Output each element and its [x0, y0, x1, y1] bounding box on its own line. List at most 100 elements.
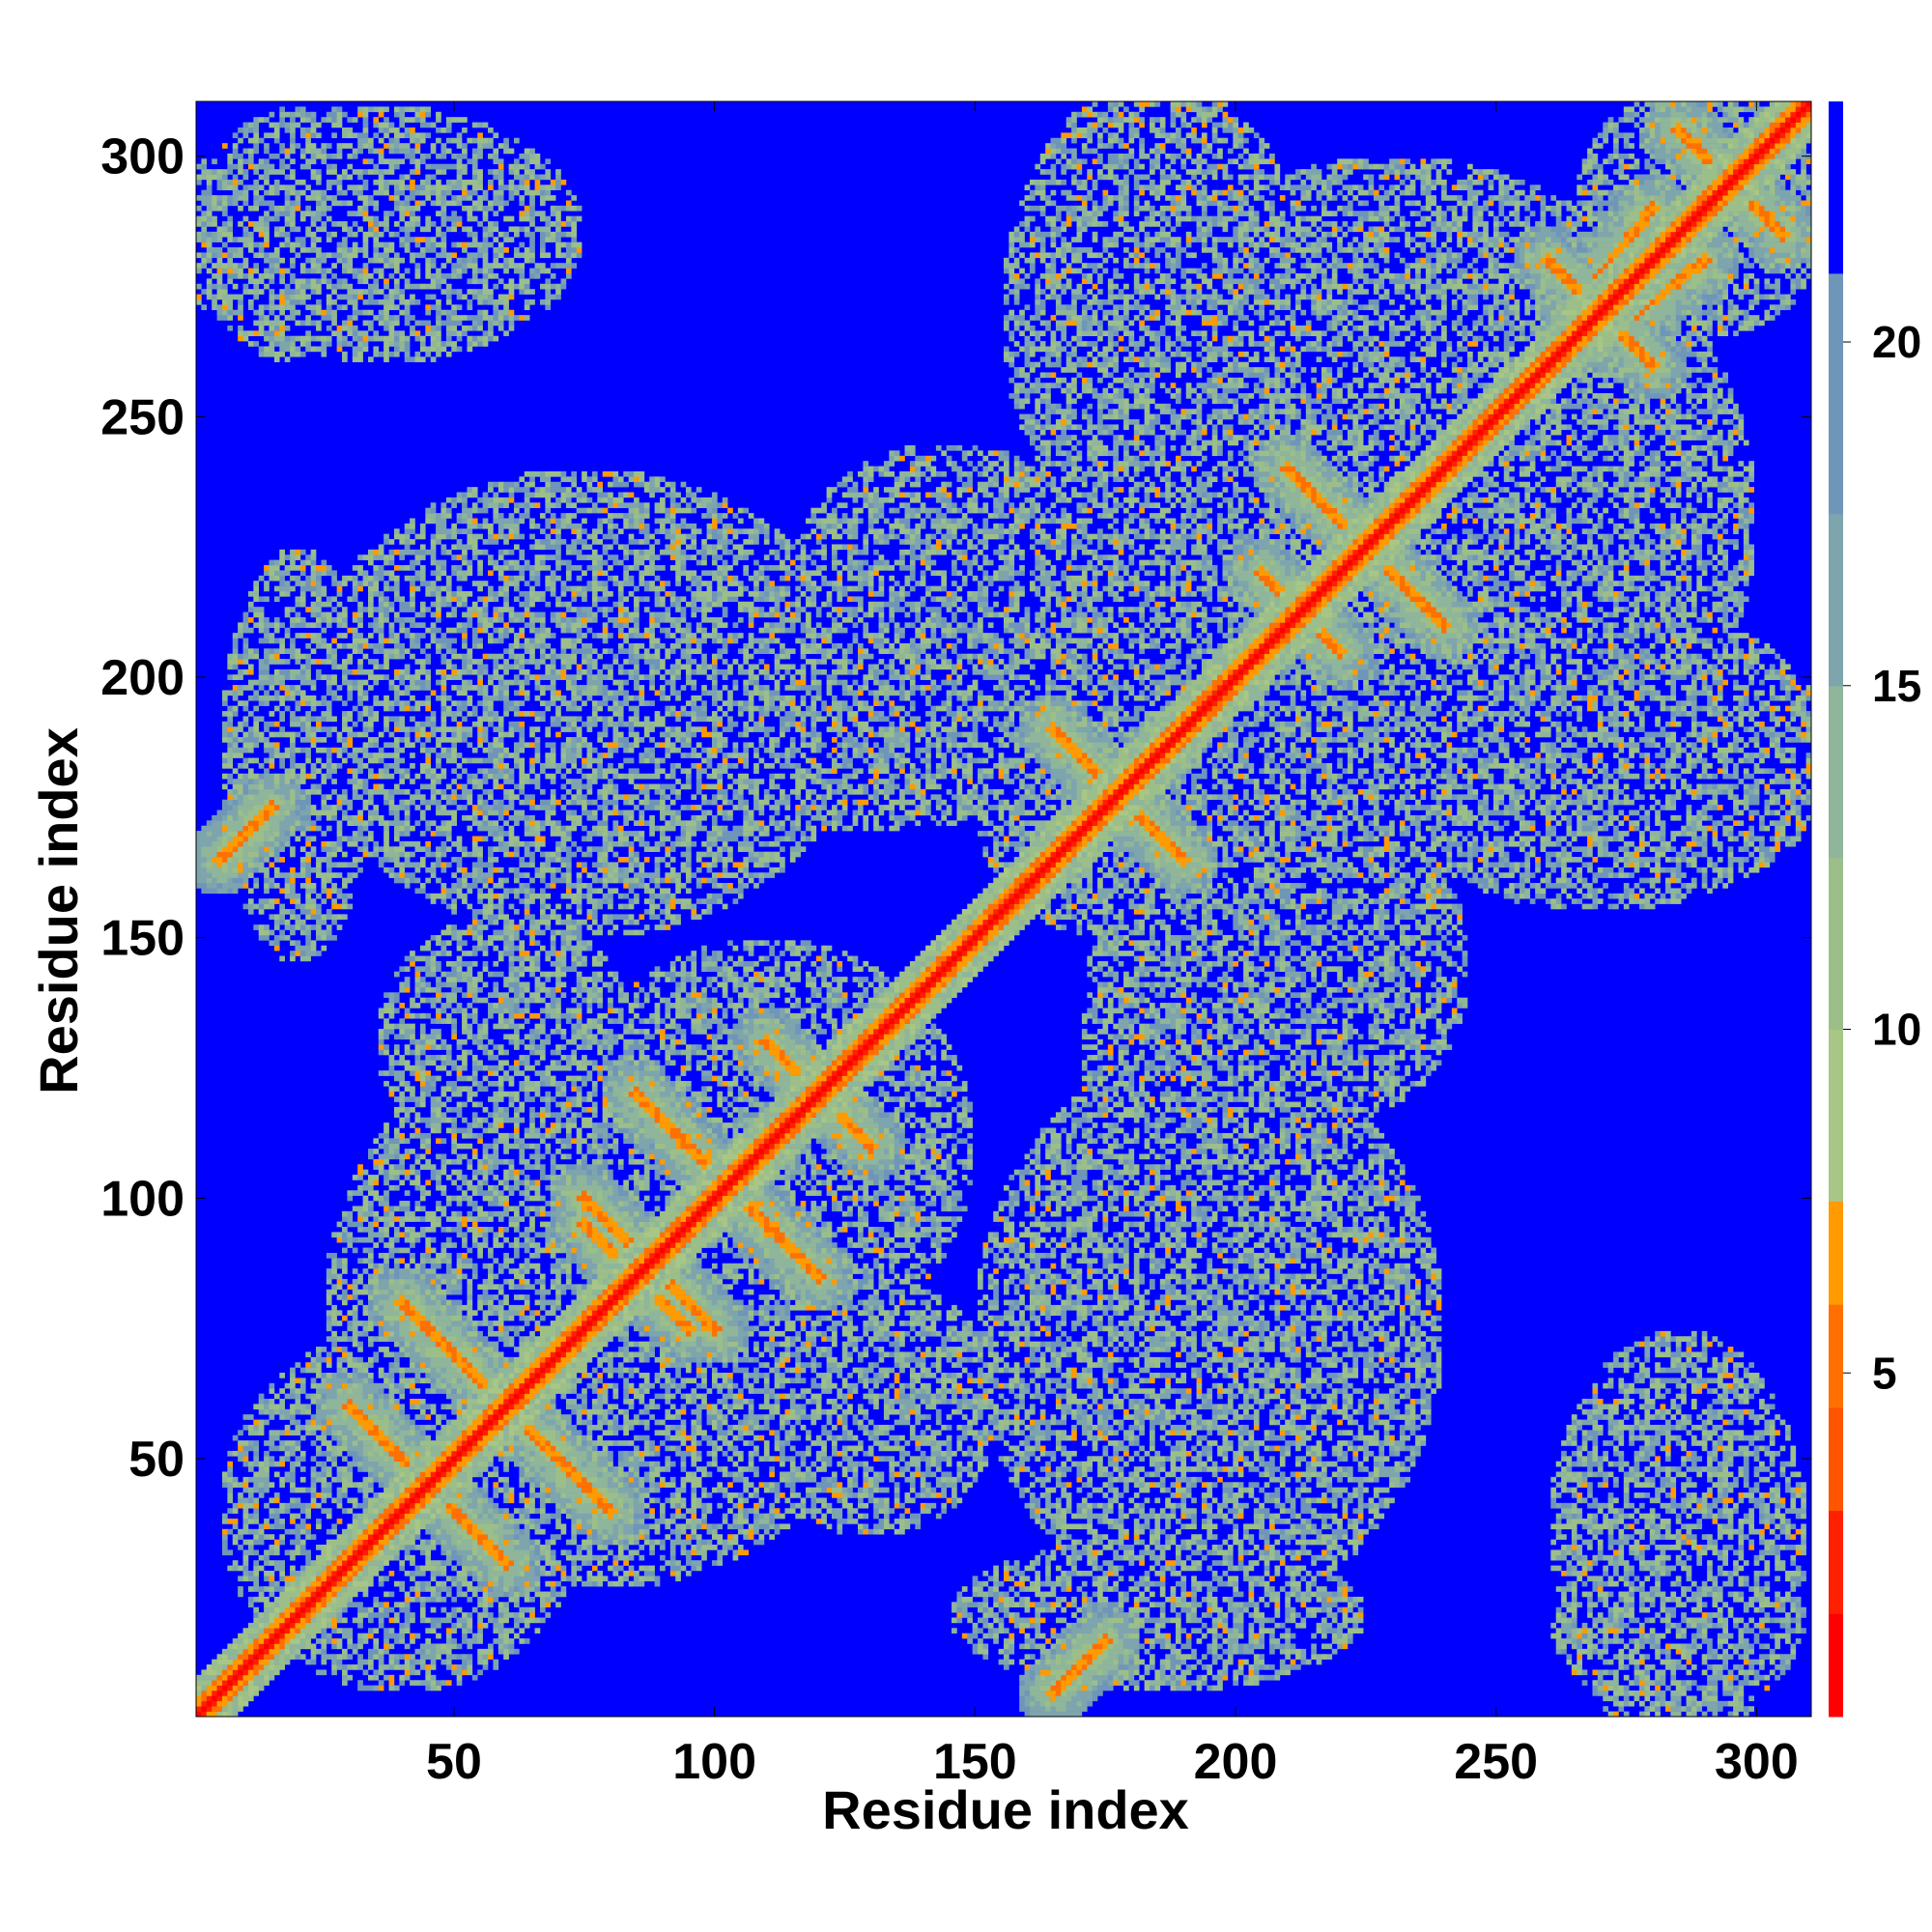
heatmap-cell	[1681, 1628, 1687, 1634]
heatmap-cell	[1785, 1576, 1791, 1581]
heatmap-cell	[1009, 1649, 1014, 1655]
heatmap-cell	[1634, 1586, 1640, 1592]
heatmap-cell	[1713, 1592, 1719, 1598]
heatmap-cell	[1160, 1623, 1166, 1629]
heatmap-cell	[1681, 1612, 1687, 1618]
heatmap-cell	[1661, 1660, 1671, 1665]
heatmap-cell	[1702, 1602, 1708, 1607]
heatmap-cell	[999, 1602, 1005, 1607]
heatmap-cell	[612, 1581, 618, 1587]
heatmap-cell	[1337, 1623, 1343, 1629]
heatmap-cell	[212, 1660, 217, 1665]
heatmap-cell	[1775, 1634, 1785, 1639]
heatmap-cell	[1572, 1592, 1577, 1598]
heatmap-cell	[321, 1607, 331, 1613]
heatmap-cell	[1097, 1597, 1108, 1603]
heatmap-cell	[1191, 1592, 1197, 1598]
heatmap-cell	[509, 1649, 515, 1655]
heatmap-cell	[1061, 1581, 1066, 1587]
heatmap-cell	[285, 1628, 291, 1634]
heatmap-cell	[1561, 1597, 1567, 1603]
heatmap-cell	[337, 1654, 343, 1660]
heatmap-cell	[993, 1618, 999, 1624]
heatmap-cell	[425, 1581, 431, 1587]
heatmap-cell	[1598, 1690, 1608, 1696]
heatmap-cell	[331, 1566, 337, 1572]
heatmap-cell	[1180, 1607, 1191, 1613]
heatmap-cell	[1212, 1618, 1218, 1624]
heatmap-cell	[1056, 1660, 1062, 1665]
heatmap-cell	[1061, 1643, 1066, 1649]
heatmap-cell	[342, 1628, 353, 1634]
heatmap-cell	[337, 1571, 343, 1577]
heatmap-cell	[629, 1571, 635, 1577]
heatmap-cell	[1670, 1660, 1676, 1665]
heatmap-cell	[410, 1634, 415, 1639]
heatmap-cell	[1233, 1623, 1243, 1629]
heatmap-cell	[1087, 1618, 1102, 1624]
heatmap-cell	[363, 1566, 369, 1572]
heatmap-cell	[1040, 1654, 1046, 1660]
heatmap-cell	[1687, 1660, 1692, 1665]
heatmap-cell	[379, 1669, 384, 1675]
heatmap-cell	[1102, 1581, 1108, 1587]
heatmap-cell	[1291, 1576, 1296, 1581]
heatmap-cell	[462, 1634, 468, 1639]
heatmap-cell	[1332, 1618, 1338, 1624]
heatmap-cell	[477, 1581, 488, 1587]
heatmap-cell	[561, 1571, 567, 1577]
heatmap-cell	[243, 1571, 249, 1577]
heatmap-cell	[1223, 1618, 1229, 1624]
heatmap-cell	[498, 1634, 504, 1639]
heatmap-cell	[1154, 1686, 1160, 1691]
heatmap-cell	[253, 1675, 264, 1681]
heatmap-cell	[1134, 1618, 1145, 1624]
heatmap-cell	[1254, 1660, 1260, 1665]
heatmap-cell	[1291, 1586, 1296, 1592]
heatmap-cell	[337, 1581, 348, 1587]
heatmap-cell	[1728, 1712, 1734, 1718]
heatmap-cell	[1655, 1654, 1661, 1660]
heatmap-cell	[1056, 1680, 1062, 1686]
heatmap-cell	[1670, 1690, 1681, 1696]
heatmap-cell	[1587, 1649, 1593, 1655]
heatmap-cell	[441, 1680, 447, 1686]
heatmap-cell	[285, 1612, 291, 1618]
heatmap-cell	[1759, 1592, 1765, 1598]
heatmap-cell	[436, 1634, 441, 1639]
heatmap-cell	[1082, 1643, 1093, 1649]
heatmap-cell	[1180, 1680, 1186, 1686]
heatmap-cell	[342, 1586, 348, 1592]
heatmap-cell	[540, 1597, 546, 1603]
heatmap-cell	[353, 1576, 358, 1581]
heatmap-cell	[1572, 1664, 1577, 1670]
heatmap-cell	[311, 1602, 317, 1607]
heatmap-cell	[327, 1592, 332, 1598]
heatmap-cell	[457, 1623, 463, 1629]
heatmap-cell	[1108, 1669, 1119, 1675]
heatmap-cell	[1082, 1612, 1088, 1618]
heatmap-cell	[1613, 1654, 1619, 1660]
heatmap-cell	[1093, 1612, 1098, 1618]
heatmap-cell	[337, 1592, 343, 1598]
heatmap-cell	[1572, 1628, 1577, 1634]
heatmap-cell	[1223, 1649, 1229, 1655]
heatmap-cell	[1556, 1612, 1562, 1618]
heatmap-cell	[1259, 1581, 1264, 1587]
heatmap-cell	[457, 1592, 463, 1598]
heatmap-cell	[1113, 1643, 1123, 1649]
heatmap-cell	[1014, 1581, 1025, 1587]
heatmap-cell	[1722, 1618, 1728, 1624]
heatmap-cell	[207, 1706, 213, 1712]
heatmap-cell	[1655, 1701, 1661, 1707]
heatmap-cell	[1212, 1643, 1218, 1649]
heatmap-cell	[233, 1643, 239, 1649]
heatmap-cell	[1613, 1571, 1619, 1577]
heatmap-cell	[1608, 1607, 1614, 1613]
heatmap-cell	[1655, 1612, 1661, 1618]
heatmap-cell	[353, 1649, 358, 1655]
heatmap-cell	[1045, 1576, 1051, 1581]
heatmap-cell	[357, 1686, 373, 1691]
heatmap-cell	[1550, 1566, 1561, 1572]
heatmap-cell	[503, 1638, 509, 1644]
